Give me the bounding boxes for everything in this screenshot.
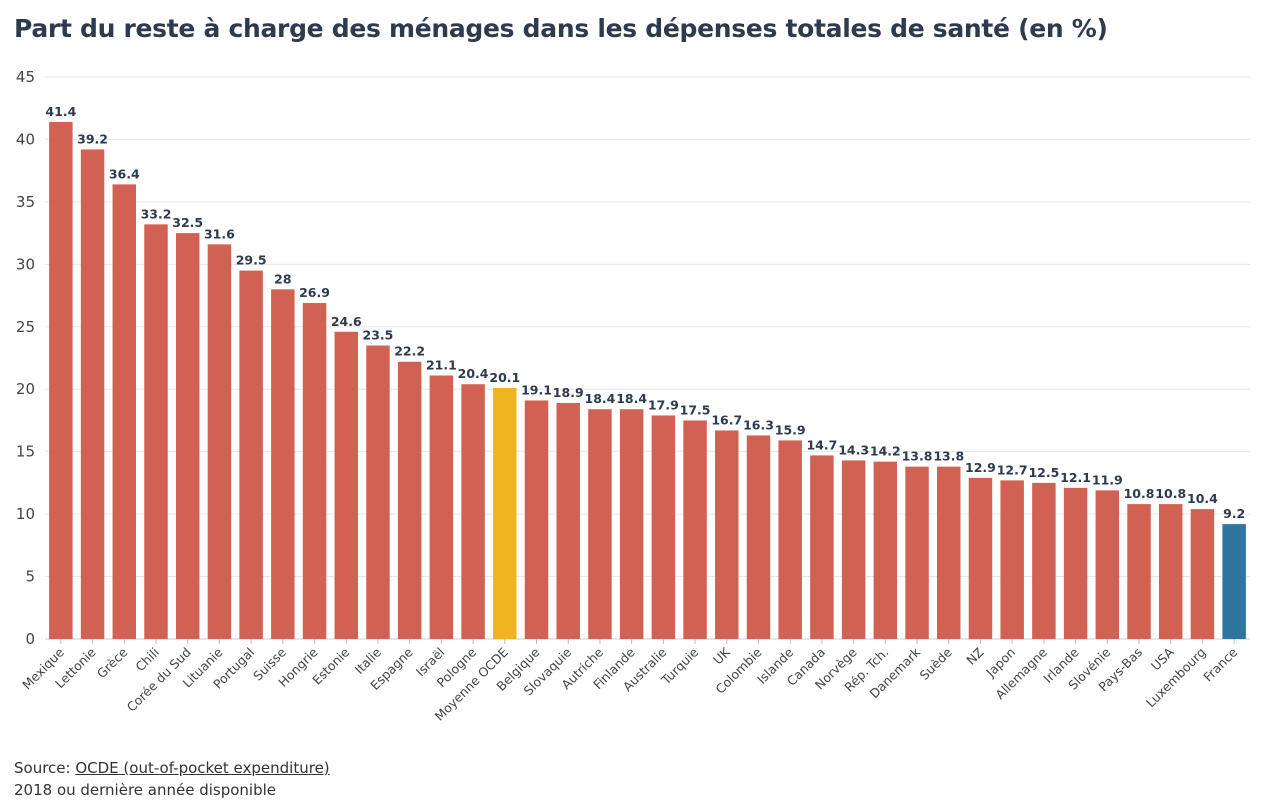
bar bbox=[1127, 504, 1151, 639]
bar bbox=[175, 233, 200, 639]
x-tick-label: France bbox=[1200, 644, 1240, 684]
bar bbox=[493, 387, 517, 639]
bar bbox=[302, 303, 327, 639]
data-label: 17.5 bbox=[680, 402, 711, 417]
data-label: 29.5 bbox=[236, 253, 267, 268]
bar bbox=[366, 345, 390, 639]
bar bbox=[619, 409, 644, 639]
bar bbox=[1190, 509, 1215, 639]
data-label: 13.8 bbox=[902, 449, 933, 464]
bar bbox=[271, 289, 295, 639]
y-tick-label: 30 bbox=[16, 255, 35, 273]
data-label: 9.2 bbox=[1223, 506, 1245, 521]
data-label: 17.9 bbox=[648, 397, 679, 412]
y-tick-label: 0 bbox=[25, 630, 35, 648]
data-label: 36.4 bbox=[109, 166, 140, 181]
data-label: 10.8 bbox=[1124, 486, 1155, 501]
y-tick-label: 45 bbox=[16, 68, 35, 86]
data-label: 12.5 bbox=[1028, 465, 1059, 480]
data-label: 12.7 bbox=[997, 462, 1028, 477]
data-label: 10.4 bbox=[1187, 491, 1218, 506]
x-tick-label: UK bbox=[710, 644, 733, 667]
bar-chart: 05101520253035404541.4Mexique39.2Lettoni… bbox=[16, 68, 1250, 724]
bar bbox=[49, 121, 73, 639]
data-label: 18.4 bbox=[616, 391, 647, 406]
bar bbox=[239, 270, 263, 639]
bar bbox=[207, 244, 232, 639]
x-tick-label: Suède bbox=[917, 644, 956, 683]
data-label: 33.2 bbox=[141, 206, 172, 221]
bar bbox=[461, 384, 485, 639]
y-tick-label: 40 bbox=[16, 130, 35, 148]
y-tick-label: 5 bbox=[25, 568, 35, 586]
bar bbox=[1222, 524, 1246, 639]
bar bbox=[873, 461, 898, 639]
source-link[interactable]: OCDE (out-of-pocket expenditure) bbox=[75, 759, 330, 777]
source-prefix: Source: bbox=[14, 759, 76, 777]
data-label: 16.3 bbox=[743, 417, 774, 432]
data-label: 28 bbox=[274, 271, 291, 286]
data-label: 18.4 bbox=[585, 391, 616, 406]
y-tick-label: 20 bbox=[16, 380, 35, 398]
bar bbox=[746, 435, 771, 639]
data-label: 19.1 bbox=[521, 382, 552, 397]
bar bbox=[1000, 480, 1024, 639]
bar bbox=[80, 149, 105, 640]
data-label: 22.2 bbox=[394, 344, 425, 359]
bar bbox=[968, 477, 993, 639]
bar bbox=[905, 466, 929, 639]
bar bbox=[588, 409, 612, 639]
footnote: 2018 ou dernière année disponible bbox=[14, 781, 277, 799]
data-label: 14.7 bbox=[806, 437, 837, 452]
data-label: 26.9 bbox=[299, 285, 330, 300]
x-tick-label: NZ bbox=[963, 645, 986, 668]
data-label: 21.1 bbox=[426, 357, 457, 372]
bar bbox=[334, 331, 358, 639]
bar bbox=[810, 455, 834, 639]
data-label: 12.1 bbox=[1060, 470, 1091, 485]
data-label: 23.5 bbox=[363, 328, 394, 343]
bar bbox=[1158, 504, 1183, 639]
bar bbox=[778, 440, 802, 639]
data-label: 14.3 bbox=[838, 442, 869, 457]
bar bbox=[144, 224, 168, 639]
data-label: 16.7 bbox=[711, 412, 742, 427]
source-line: Source: OCDE (out-of-pocket expenditure) bbox=[14, 757, 330, 779]
chart-footer: Source: OCDE (out-of-pocket expenditure)… bbox=[14, 757, 330, 801]
data-label: 32.5 bbox=[172, 215, 203, 230]
y-tick-label: 25 bbox=[16, 318, 35, 336]
bar bbox=[651, 415, 676, 639]
data-label: 20.1 bbox=[489, 370, 520, 385]
data-label: 24.6 bbox=[331, 314, 362, 329]
data-label: 20.4 bbox=[458, 366, 489, 381]
data-label: 12.9 bbox=[965, 460, 996, 475]
bar bbox=[715, 430, 739, 639]
bar bbox=[937, 466, 961, 639]
data-label: 11.9 bbox=[1092, 472, 1123, 487]
data-label: 14.2 bbox=[870, 444, 901, 459]
x-tick-label: Grèce bbox=[94, 644, 131, 681]
bar bbox=[1032, 482, 1056, 639]
data-label: 10.8 bbox=[1155, 486, 1186, 501]
bar bbox=[556, 402, 580, 639]
bar bbox=[841, 460, 866, 639]
bar bbox=[683, 420, 707, 639]
y-tick-label: 15 bbox=[16, 443, 35, 461]
bar bbox=[1095, 490, 1120, 639]
data-label: 13.8 bbox=[933, 449, 964, 464]
data-label: 39.2 bbox=[77, 131, 108, 146]
data-label: 41.4 bbox=[45, 104, 76, 119]
y-tick-label: 10 bbox=[16, 505, 35, 523]
bar bbox=[1063, 487, 1088, 639]
data-label: 15.9 bbox=[775, 422, 806, 437]
bar bbox=[429, 375, 454, 639]
bar bbox=[112, 184, 137, 639]
bar bbox=[397, 361, 422, 639]
data-label: 18.9 bbox=[553, 385, 584, 400]
data-label: 31.6 bbox=[204, 226, 235, 241]
y-tick-label: 35 bbox=[16, 193, 35, 211]
chart-title: Part du reste à charge des ménages dans … bbox=[14, 14, 1108, 43]
bar bbox=[524, 400, 549, 639]
